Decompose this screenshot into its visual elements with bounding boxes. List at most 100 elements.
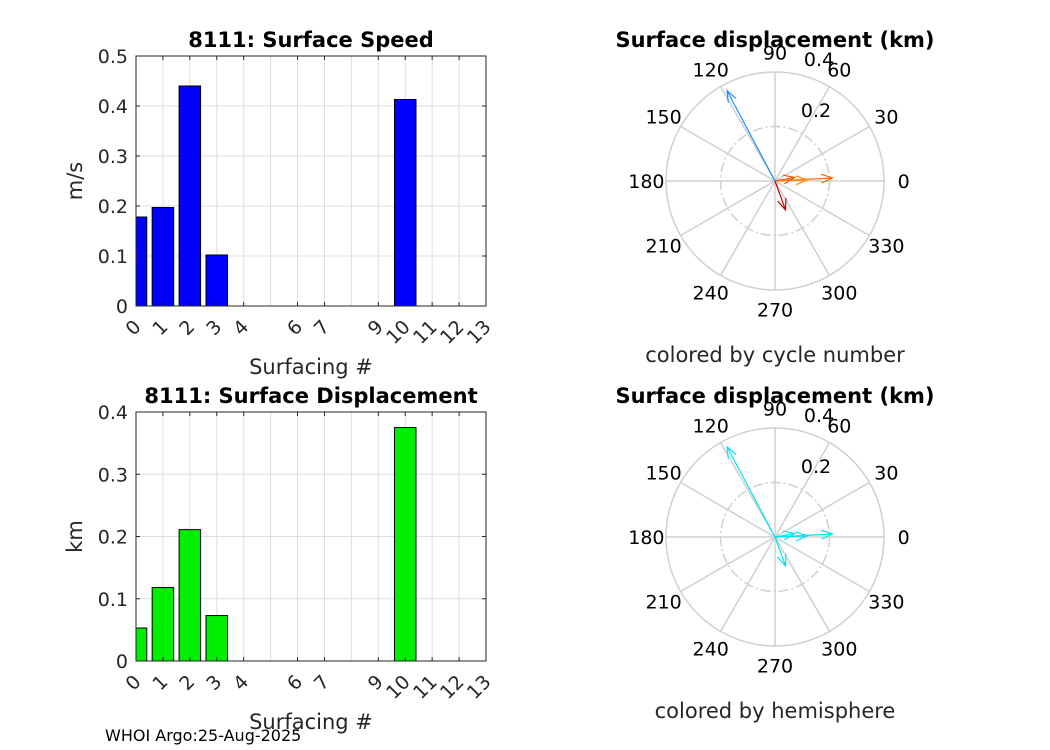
- y-tick-label: 0.2: [98, 527, 128, 549]
- arrow-head: [726, 89, 737, 103]
- y-tick-label: 0.2: [98, 196, 128, 218]
- displacement-arrow: [774, 176, 795, 182]
- angle-tick-label: 60: [827, 416, 851, 438]
- polar-cycle-chart: 0 30 60 90 120 150 180 210 240 270 300 330 0.2 0.4Sur…: [615, 28, 934, 367]
- angle-tick-label: 120: [693, 416, 729, 438]
- polar-title: Surface displacement (km): [615, 28, 934, 52]
- polar-spoke: [774, 481, 870, 538]
- y-axis-label: m/s: [63, 162, 87, 200]
- chart-title: 8111: Surface Displacement: [144, 384, 477, 408]
- polar-spoke: [680, 180, 776, 237]
- polar-spoke: [719, 536, 776, 632]
- x-tick-label: 3: [202, 316, 226, 340]
- x-tick-label: 6: [283, 671, 307, 695]
- polar-spoke: [774, 125, 870, 182]
- arrow-head: [782, 530, 797, 541]
- angle-tick-label: 330: [868, 235, 904, 257]
- polar-spoke: [719, 180, 776, 276]
- angle-tick-label: 30: [874, 107, 898, 129]
- bar: [135, 627, 148, 662]
- footer-stamp: WHOI Argo:25-Aug-2025: [105, 726, 301, 745]
- angle-tick-label: 300: [821, 282, 857, 304]
- displacement-arrow: [774, 179, 808, 182]
- polar-spoke: [774, 442, 831, 538]
- angle-tick-label: 240: [693, 282, 729, 304]
- x-tick-label: 0: [121, 671, 145, 695]
- bar: [151, 587, 175, 662]
- angle-tick-label: 210: [645, 591, 681, 613]
- angle-tick-label: 30: [874, 463, 898, 485]
- x-tick-label: 2: [175, 671, 199, 695]
- polar-spoke: [680, 481, 776, 538]
- x-tick-label: 3: [202, 671, 226, 695]
- y-axis-label: km: [63, 520, 87, 553]
- arrow-head: [726, 445, 737, 459]
- polar-spoke: [774, 536, 831, 632]
- angle-tick-label: 240: [693, 638, 729, 660]
- plot-frame: [135, 55, 487, 307]
- bar: [178, 85, 202, 307]
- x-tick-label: 6: [283, 316, 307, 340]
- chart-title: 8111: Surface Speed: [188, 28, 434, 52]
- y-tick-label: 0.1: [98, 246, 128, 268]
- arrow-head: [795, 175, 809, 186]
- x-tick-label: 13: [463, 316, 496, 349]
- angle-tick-label: 330: [868, 591, 904, 613]
- x-tick-label: 7: [310, 316, 334, 340]
- y-tick-label: 0.5: [98, 46, 128, 68]
- angle-tick-label: 150: [645, 463, 681, 485]
- displacement-arrow: [774, 535, 808, 538]
- polar-spoke: [719, 86, 776, 182]
- bar: [205, 254, 229, 307]
- x-tick-label: 4: [229, 671, 253, 695]
- displacement-arrow: [774, 180, 787, 211]
- x-tick-label: 7: [310, 671, 334, 695]
- bar: [393, 427, 417, 662]
- x-axis-label: Surfacing #: [249, 355, 373, 379]
- polar-caption: colored by hemisphere: [655, 699, 896, 723]
- angle-tick-label: 150: [645, 107, 681, 129]
- angle-tick-label: 90: [763, 42, 787, 64]
- y-tick-label: 0.3: [98, 146, 128, 168]
- bar: [135, 216, 148, 307]
- radius-tick-label: 0.2: [801, 100, 831, 122]
- displacement-arrow: [774, 536, 787, 567]
- arrow-head: [820, 529, 835, 540]
- polar-spoke: [719, 442, 776, 538]
- arrow-head: [777, 553, 787, 568]
- arrow-head: [795, 531, 809, 542]
- angle-tick-label: 0: [898, 171, 910, 193]
- x-tick-label: 4: [229, 316, 253, 340]
- displacement-arrow: [726, 90, 776, 182]
- y-tick-label: 0: [116, 296, 128, 318]
- angle-tick-label: 270: [757, 656, 793, 678]
- polar-spoke: [774, 536, 870, 593]
- arrow-head: [820, 173, 835, 184]
- angle-tick-label: 300: [821, 638, 857, 660]
- angle-tick-label: 210: [645, 235, 681, 257]
- y-tick-label: 0.3: [98, 464, 128, 486]
- y-tick-label: 0.4: [98, 96, 128, 118]
- arrow-head: [782, 174, 797, 185]
- arrow-head: [777, 197, 787, 212]
- angle-tick-label: 90: [763, 398, 787, 420]
- angle-tick-label: 60: [827, 60, 851, 82]
- radius-tick-label: 0.4: [804, 49, 834, 71]
- bar: [151, 207, 175, 307]
- polar-spoke: [774, 180, 870, 237]
- angle-tick-label: 120: [693, 60, 729, 82]
- displacement-arrow: [726, 446, 776, 538]
- polar-hemisphere-chart: 0 30 60 90 120 150 180 210 240 270 300 330 0.2 0.4Sur…: [615, 384, 934, 723]
- radius-tick-label: 0.4: [804, 405, 834, 427]
- x-tick-label: 1: [148, 671, 172, 695]
- polar-caption: colored by cycle number: [645, 343, 905, 367]
- polar-title: Surface displacement (km): [615, 384, 934, 408]
- bar: [205, 615, 229, 662]
- displacement-arrow: [774, 532, 795, 538]
- bar: [393, 99, 417, 307]
- x-tick-label: 0: [121, 316, 145, 340]
- polar-spoke: [680, 125, 776, 182]
